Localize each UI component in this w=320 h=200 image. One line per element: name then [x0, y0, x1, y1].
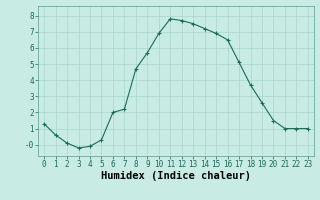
X-axis label: Humidex (Indice chaleur): Humidex (Indice chaleur)	[101, 171, 251, 181]
